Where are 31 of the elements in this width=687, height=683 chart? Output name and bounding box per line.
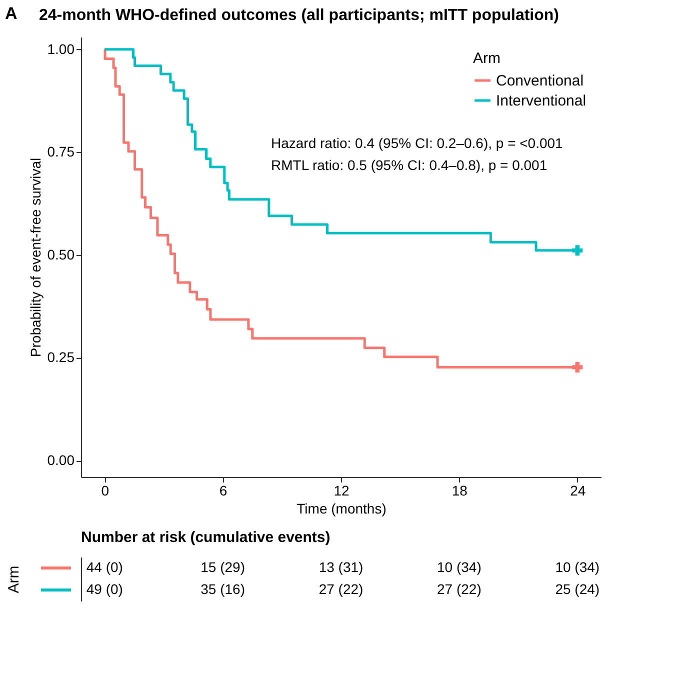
legend-label: Conventional	[496, 72, 584, 90]
chart-title: 24-month WHO-defined outcomes (all participants; mITT population)	[39, 7, 559, 24]
annotation: Hazard ratio: 0.4 (95% CI: 0.2–0.6), p = <0.001	[271, 135, 564, 151]
text: 13 (31)	[318, 559, 364, 575]
x-tick-label: 0	[101, 482, 110, 498]
x-tick-label: 12	[334, 482, 350, 498]
text: 27 (22)	[318, 581, 364, 597]
text: 49 (0)	[86, 581, 123, 597]
text: A	[5, 4, 18, 23]
x-tick-label: 18	[452, 482, 468, 498]
x-axis-title: Time (months)	[296, 500, 386, 516]
y-tick-label: 0.25	[47, 349, 75, 366]
text: Arm	[6, 566, 22, 594]
text: 10 (34)	[555, 559, 600, 575]
y-tick-label: 0.00	[47, 452, 75, 468]
y-axis-title: Probability of event-free survival	[27, 158, 44, 358]
text: 35 (16)	[200, 581, 245, 597]
y-tick-label: 1.00	[47, 40, 75, 57]
x-tick-label: 6	[219, 482, 228, 498]
text: 10 (34)	[437, 559, 482, 575]
legend-title: Arm	[473, 50, 500, 67]
annotation: RMTL ratio: 0.5 (95% CI: 0.4–0.8), p = 0.001	[271, 157, 548, 173]
text: Number at risk (cumulative events)	[81, 529, 330, 546]
text: 44 (0)	[86, 559, 123, 575]
y-tick-label: 0.75	[47, 144, 75, 160]
text: 25 (24)	[555, 581, 600, 597]
text: 27 (22)	[437, 581, 482, 597]
text: 15 (29)	[200, 559, 245, 575]
x-tick-label: 24	[570, 482, 586, 498]
y-tick-label: 0.50	[47, 246, 75, 262]
legend-label: Interventional	[496, 92, 586, 110]
